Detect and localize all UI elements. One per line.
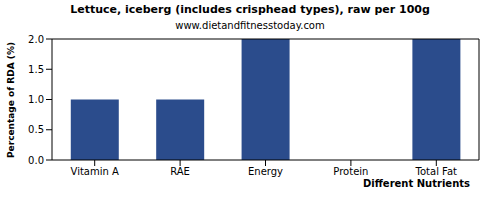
svg-text:Energy: Energy [248,166,283,177]
html-text:Lettuce, iceberg (includes cri: Lettuce, iceberg (includes crisphead typ… [70,3,430,16]
svg-text:Vitamin A: Vitamin A [71,166,119,177]
svg-text:Protein: Protein [333,166,368,177]
svg-text:RAE: RAE [170,166,190,177]
html-text:Different Nutrients: Different Nutrients [363,178,470,189]
svg-text:Total Fat: Total Fat [415,166,457,177]
svg-text:1.0: 1.0 [28,94,44,105]
svg-text:0.5: 0.5 [28,124,44,135]
html-text:www.dietandfitnesstoday.com: www.dietandfitnesstoday.com [175,20,325,31]
svg-text:2.0: 2.0 [28,34,44,45]
svg-text:0.0: 0.0 [28,155,44,166]
html-text:Percentage of RDA (%): Percentage of RDA (%) [6,42,16,158]
svg-text:1.5: 1.5 [28,64,44,75]
